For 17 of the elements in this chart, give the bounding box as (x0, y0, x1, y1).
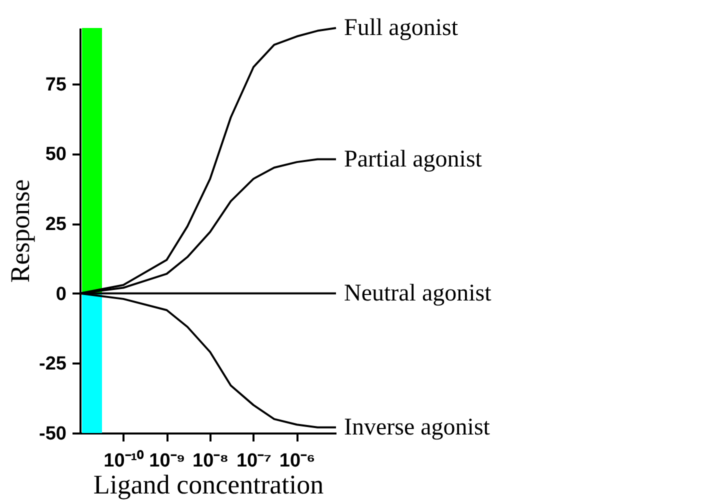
legend-label: Inverse agonist (344, 414, 490, 440)
series-label: Partial agonist (344, 146, 482, 172)
x-tick-label: 10⁻⁷ (236, 450, 272, 472)
x-tick-label: 10⁻⁶ (279, 450, 316, 472)
y-tick-label: 25 (45, 214, 67, 236)
y-axis-title: Response (5, 179, 36, 283)
x-tick-label: 10⁻⁹ (149, 450, 186, 472)
series-label: Full agonist (344, 15, 458, 41)
x-tick-label: 10⁻⁸ (192, 450, 229, 472)
y-tick-label: -25 (39, 354, 67, 375)
series-label: Neutral agonist (344, 280, 492, 306)
y-tick-label: 50 (45, 144, 66, 166)
y-tick-label: -50 (39, 424, 66, 444)
x-tick-label: 10⁻¹⁰ (104, 450, 144, 472)
y-tick-label: 0 (56, 284, 66, 305)
y-tick-label: 75 (45, 74, 67, 96)
x-axis-title: Ligand concentration (93, 470, 324, 500)
